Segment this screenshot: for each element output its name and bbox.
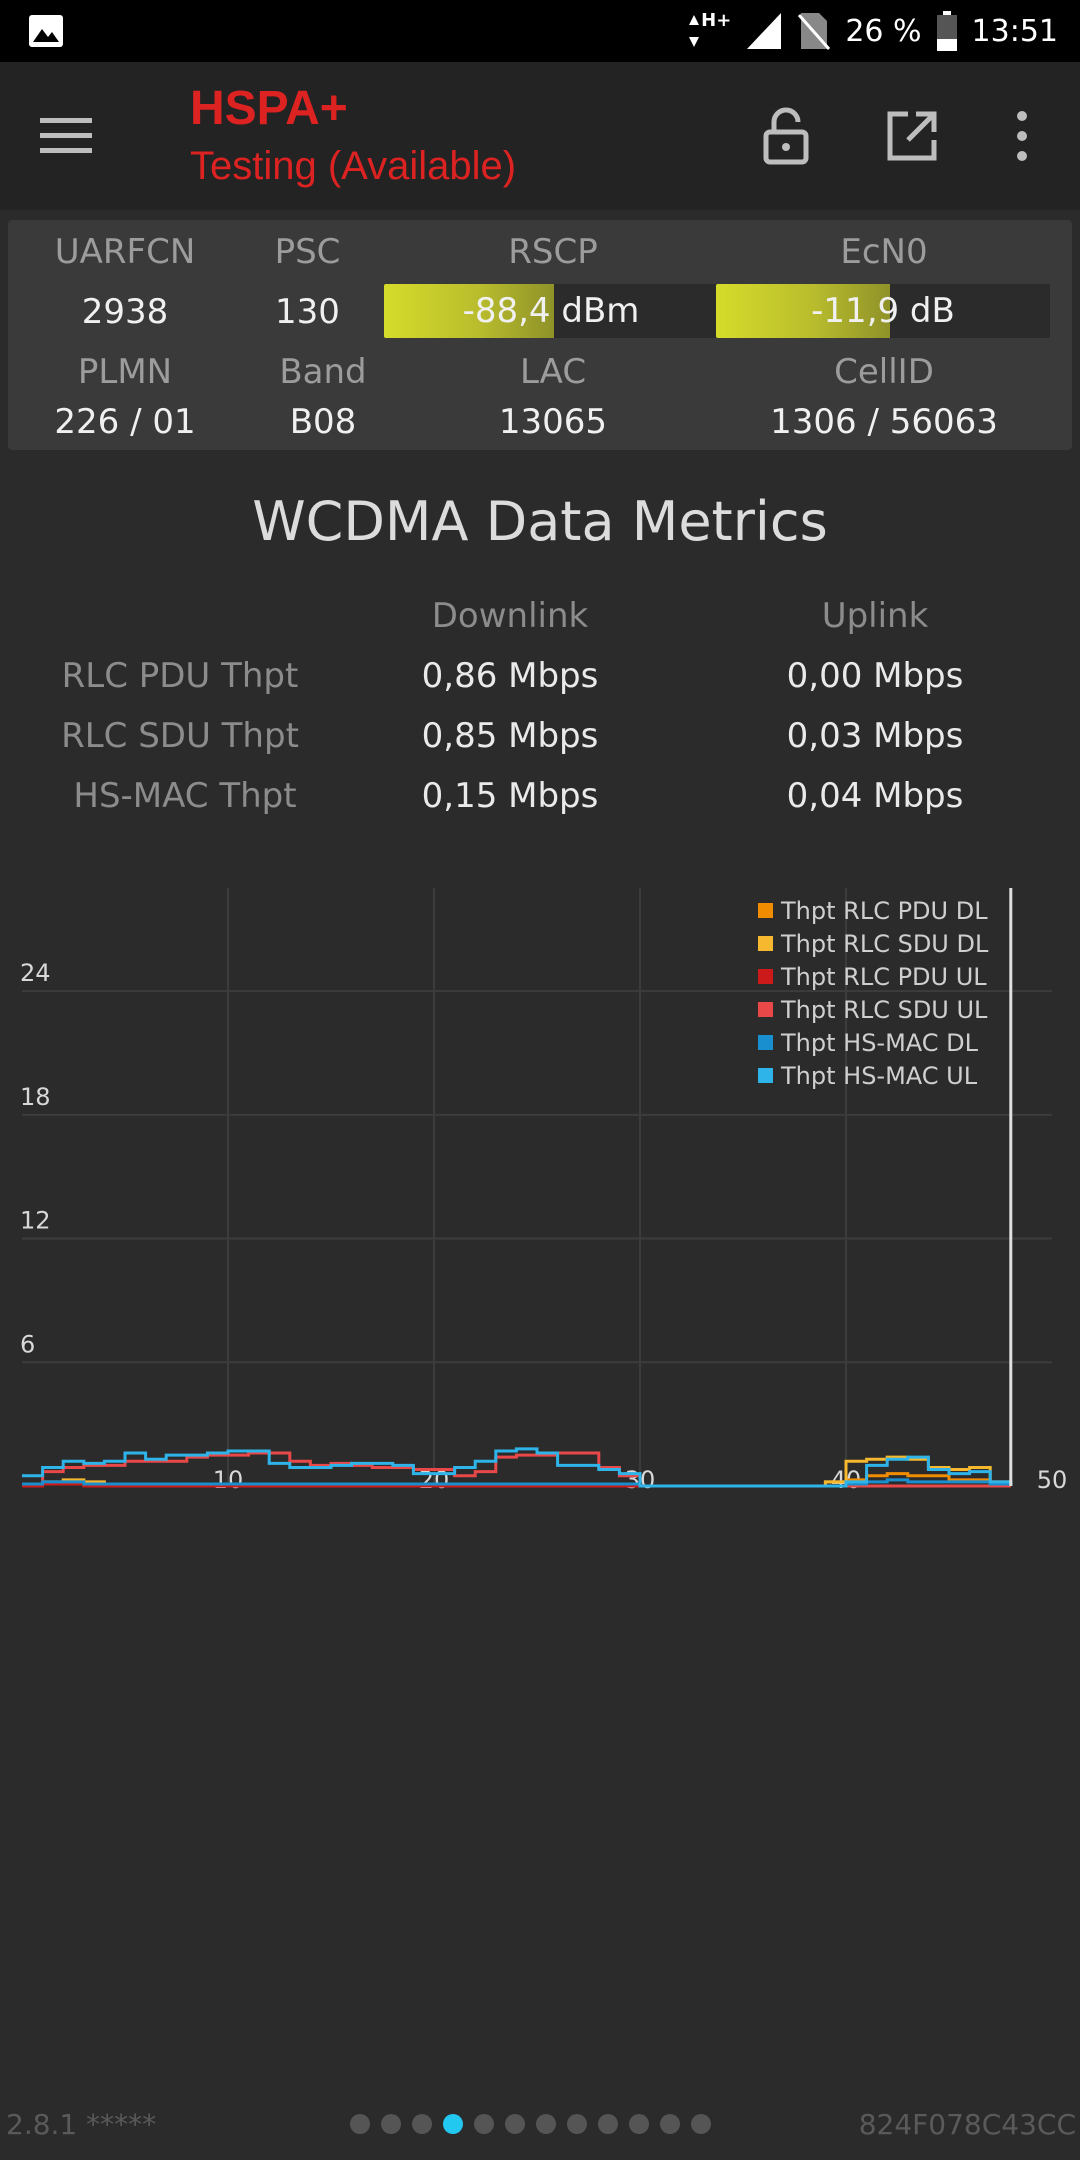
uplink-header: Uplink (821, 596, 929, 636)
clock: 13:51 (971, 13, 1058, 49)
metric-row-uplink: 0,00 Mbps (786, 656, 964, 696)
cellid-label: CellID (834, 352, 934, 392)
x-tick-label: 10 (213, 1466, 244, 1494)
metric-row-downlink: 0,15 Mbps (421, 776, 599, 816)
plmn-value: 226 / 01 (54, 402, 196, 442)
y-tick-label: 18 (20, 1083, 51, 1111)
x-tick-label: 50 (1037, 1466, 1068, 1494)
ecn0-bar-fill (716, 284, 890, 338)
status-bar: H+ 26 % 13:51 (0, 0, 1080, 62)
page-dot[interactable] (381, 2114, 401, 2134)
ecn0-label: EcN0 (840, 232, 928, 272)
page-dot[interactable] (505, 2114, 525, 2134)
band-label: Band (279, 352, 367, 392)
legend-item: Thpt HS-MAC DL (758, 1026, 988, 1059)
page-dot[interactable] (536, 2114, 556, 2134)
page-dot[interactable] (598, 2114, 618, 2134)
metric-row-label: RLC SDU Thpt (61, 716, 299, 756)
signal-icon (747, 13, 782, 49)
battery-icon (936, 11, 957, 51)
legend-swatch (758, 1002, 773, 1017)
menu-icon[interactable] (40, 112, 92, 160)
metric-row-label: RLC PDU Thpt (61, 656, 299, 696)
series-line (22, 1478, 1013, 1488)
ecn0-value: -11,9 dB (811, 291, 955, 331)
legend-swatch (758, 1068, 773, 1083)
rscp-bar-fill (384, 284, 555, 338)
app-version: 2.8.1 ***** (6, 2108, 157, 2141)
rscp-label: RSCP (508, 232, 598, 272)
legend-label: Thpt RLC SDU UL (781, 995, 988, 1024)
data-arrows-icon (689, 15, 700, 47)
y-tick-label: 24 (20, 959, 51, 987)
legend-item: Thpt RLC PDU UL (758, 960, 988, 993)
plmn-label: PLMN (77, 352, 173, 392)
psc-value: 130 (275, 292, 340, 332)
cell-info-panel: UARFCN PSC RSCP EcN0 2938 130 -88,4 dBm … (8, 220, 1072, 450)
legend-swatch (758, 969, 773, 984)
legend-label: Thpt RLC PDU UL (781, 962, 987, 991)
app-bar: HSPA+ Testing (Available) (0, 62, 1080, 210)
metric-row-downlink: 0,86 Mbps (421, 656, 599, 696)
status-subtitle: Testing (Available) (190, 144, 517, 188)
ecn0-bar: -11,9 dB (716, 284, 1050, 338)
open-external-icon[interactable] (882, 106, 942, 166)
status-right: H+ 26 % 13:51 (685, 8, 1058, 54)
legend-swatch (758, 903, 773, 918)
metrics-title: WCDMA Data Metrics (252, 490, 828, 553)
series-line (22, 1447, 1013, 1488)
psc-label: PSC (274, 232, 341, 272)
gallery-notification-icon (29, 15, 63, 47)
legend-swatch (758, 936, 773, 951)
technology-title: HSPA+ (190, 82, 348, 135)
battery-percent: 26 % (845, 13, 922, 49)
chart-legend: Thpt RLC PDU DL Thpt RLC SDU DL Thpt RLC P… (758, 894, 988, 1092)
no-sim-icon (798, 13, 831, 50)
page-dot[interactable] (660, 2114, 680, 2134)
page-dot[interactable] (691, 2114, 711, 2134)
legend-label: Thpt HS-MAC DL (781, 1028, 979, 1057)
legend-label: Thpt HS-MAC UL (781, 1061, 978, 1090)
uarfcn-label: UARFCN (54, 232, 196, 272)
metric-row-uplink: 0,04 Mbps (786, 776, 964, 816)
more-vertical-icon[interactable] (1000, 106, 1044, 166)
band-value: B08 (289, 402, 357, 442)
app-titles: HSPA+ Testing (Available) (190, 80, 516, 194)
rscp-bar: -88,4 dBm (384, 284, 718, 338)
lac-label: LAC (519, 352, 587, 392)
page-dot[interactable] (567, 2114, 587, 2134)
page-dot[interactable] (412, 2114, 432, 2134)
legend-item: Thpt RLC PDU DL (758, 894, 988, 927)
y-tick-label: 6 (20, 1330, 35, 1358)
legend-label: Thpt RLC SDU DL (781, 929, 989, 958)
page-dot[interactable] (350, 2114, 370, 2134)
page-dot[interactable] (443, 2114, 463, 2134)
lac-value: 13065 (498, 402, 608, 442)
legend-swatch (758, 1035, 773, 1050)
page-dot[interactable] (474, 2114, 494, 2134)
y-tick-label: 12 (20, 1207, 51, 1235)
network-type-label: H+ (701, 9, 732, 31)
uarfcn-value: 2938 (81, 292, 169, 332)
lock-icon[interactable] (756, 106, 816, 166)
cellid-value: 1306 / 56063 (770, 402, 998, 442)
downlink-header: Downlink (431, 596, 589, 636)
metric-row-downlink: 0,85 Mbps (421, 716, 599, 756)
device-id: 824F078C43CC (858, 2108, 1076, 2141)
legend-label: Thpt RLC PDU DL (781, 896, 988, 925)
legend-item: Thpt RLC SDU DL (758, 927, 988, 960)
legend-item: Thpt HS-MAC UL (758, 1059, 988, 1092)
page-indicator[interactable] (350, 2114, 711, 2134)
metric-row-uplink: 0,03 Mbps (786, 716, 964, 756)
page-dot[interactable] (629, 2114, 649, 2134)
rscp-value: -88,4 dBm (462, 291, 640, 331)
metric-row-label: HS-MAC Thpt (73, 776, 297, 816)
legend-item: Thpt RLC SDU UL (758, 993, 988, 1026)
